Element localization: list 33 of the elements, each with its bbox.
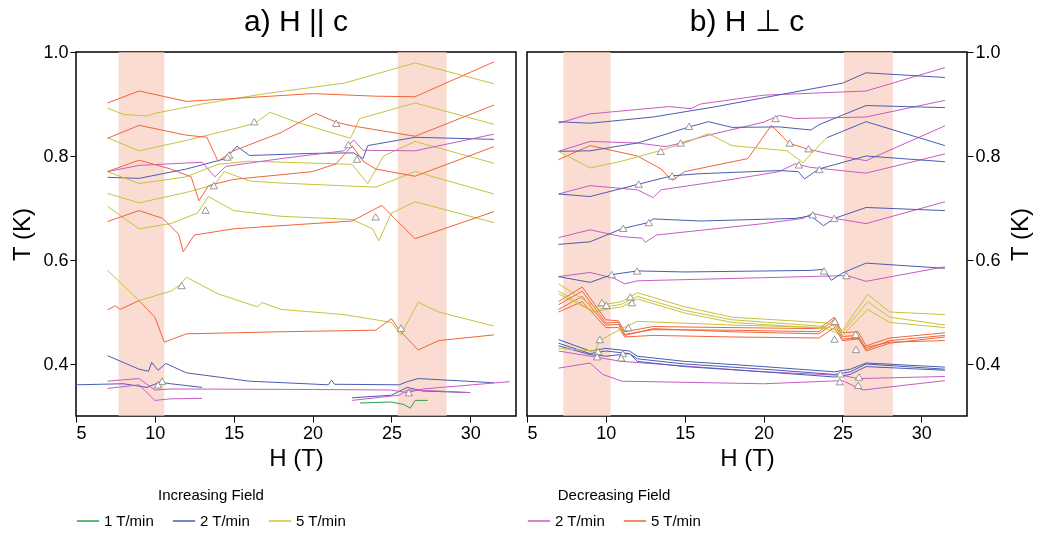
legend-label: 5 T/min <box>651 512 701 529</box>
x-tick-label: 20 <box>303 422 324 443</box>
legend-label: 2 T/min <box>200 512 250 529</box>
x-tick-label: 10 <box>596 422 617 443</box>
x-tick-label: 10 <box>145 422 166 443</box>
x-axis-title: H (T) <box>269 443 324 471</box>
y2-tick-label: 0.6 <box>975 249 1001 270</box>
y2-tick-label: 1.0 <box>975 41 1001 62</box>
chart-title: a) H || c <box>244 4 348 37</box>
x-tick-label: 30 <box>911 422 932 443</box>
legend-label: 2 T/min <box>555 512 605 529</box>
x-tick-label: 25 <box>381 422 402 443</box>
x-tick-label: 5 <box>76 422 87 443</box>
legend-label: 5 T/min <box>296 512 346 529</box>
y-tick-label: 0.8 <box>43 145 69 166</box>
x-tick-label: 30 <box>460 422 481 443</box>
x-tick-label: 15 <box>675 422 696 443</box>
legend-label: 1 T/min <box>104 512 154 529</box>
y2-tick-label: 0.4 <box>975 353 1001 374</box>
x-tick-label: 5 <box>527 422 538 443</box>
y-axis-title: T (K) <box>8 208 36 261</box>
x-axis-title: H (T) <box>720 443 775 471</box>
legend-title: Increasing Field <box>158 486 264 503</box>
y2-tick-label: 0.8 <box>975 145 1001 166</box>
x-tick-label: 25 <box>832 422 853 443</box>
y-tick-label: 0.4 <box>43 353 69 374</box>
x-tick-label: 15 <box>224 422 245 443</box>
chart-title: b) H ⊥ c <box>689 4 805 37</box>
y-tick-label: 1.0 <box>43 41 69 62</box>
legend-title: Decreasing Field <box>557 486 671 503</box>
y-tick-label: 0.6 <box>43 249 69 270</box>
y2-axis-title: T (K) <box>1005 208 1033 261</box>
x-tick-label: 20 <box>754 422 775 443</box>
